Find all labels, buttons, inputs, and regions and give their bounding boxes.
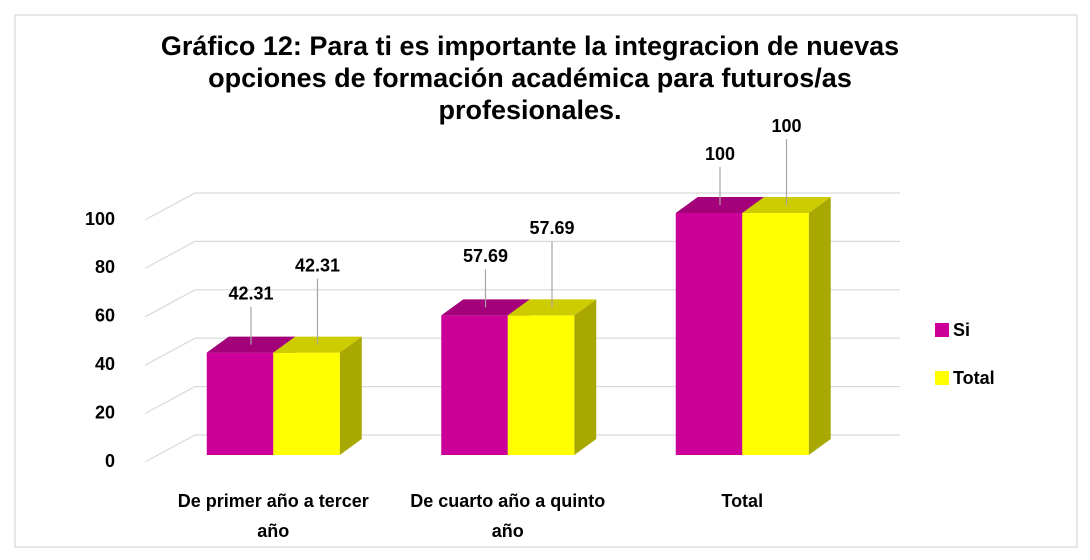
data-label: 100 <box>771 116 801 136</box>
x-tick-label: Total <box>721 491 764 511</box>
grid-line <box>144 289 900 318</box>
legend-swatch <box>935 371 949 385</box>
chart-title: Gráfico 12: Para ti es importante la int… <box>160 31 900 125</box>
bar <box>742 213 809 455</box>
bar <box>441 315 508 455</box>
bar <box>206 352 274 455</box>
y-tick-label: 100 <box>85 209 115 229</box>
x-tick-label: De primer año a tercer año <box>177 491 369 541</box>
y-tick-label: 60 <box>95 306 115 326</box>
chart-border <box>14 14 1078 548</box>
bar <box>675 213 743 455</box>
y-tick-label: 80 <box>95 257 115 277</box>
y-tick-label: 0 <box>105 451 115 471</box>
bar-side <box>339 336 362 455</box>
grid-line <box>144 240 900 269</box>
grid-line <box>144 386 900 415</box>
data-label: 42.31 <box>295 255 340 275</box>
y-tick-label: 20 <box>95 402 115 422</box>
bar <box>507 315 575 455</box>
x-tick-label: De cuarto año a quinto año <box>410 491 606 541</box>
data-label: 57.69 <box>463 246 508 266</box>
legend-label: Si <box>953 320 970 340</box>
grid-line <box>144 434 900 463</box>
legend-swatch <box>935 323 949 337</box>
grid-line <box>144 192 900 221</box>
data-label: 42.31 <box>228 283 273 303</box>
bar-side <box>574 299 597 455</box>
bar-side <box>808 197 831 455</box>
data-label: 100 <box>705 144 735 164</box>
bar <box>273 352 340 455</box>
grid-line <box>144 337 900 366</box>
legend-label: Total <box>953 368 995 388</box>
y-tick-label: 40 <box>95 354 115 374</box>
data-label: 57.69 <box>529 218 574 238</box>
